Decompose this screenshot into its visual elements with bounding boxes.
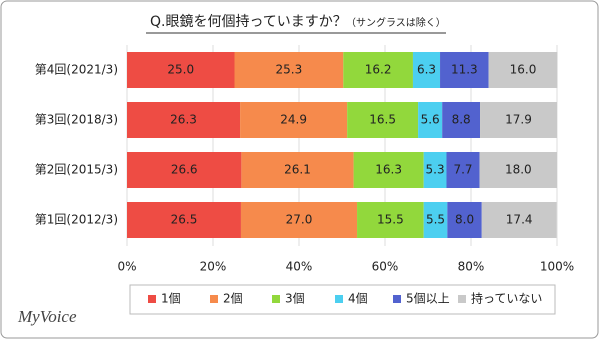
legend-swatch: [335, 295, 343, 303]
bar-segment: [234, 52, 344, 88]
x-tick-label: 60%: [372, 260, 399, 274]
value-label: 27.0: [286, 213, 313, 227]
chart-subtitle: （サングラスは除く）: [346, 16, 446, 29]
bar-segment: [127, 152, 242, 188]
bar-segment: [343, 52, 413, 88]
bar-segment: [241, 152, 354, 188]
bar-segment: [240, 202, 358, 238]
x-tick-label: 100%: [540, 260, 574, 274]
bar-segment: [357, 202, 424, 238]
bar-segment: [347, 102, 419, 138]
bar-segment: [240, 102, 348, 138]
legend-swatch: [393, 295, 401, 303]
value-label: 15.5: [377, 213, 404, 227]
value-label: 11.3: [451, 63, 478, 77]
value-label: 8.0: [455, 213, 474, 227]
bar-segment: [423, 202, 448, 238]
value-label: 24.9: [280, 113, 307, 127]
value-label: 26.1: [284, 163, 311, 177]
value-label: 5.3: [426, 163, 445, 177]
value-label: 7.7: [453, 163, 472, 177]
bar-segment: [412, 52, 441, 88]
bar-segment: [127, 102, 241, 138]
legend-box: [129, 284, 556, 315]
bar-segment: [481, 202, 557, 238]
bar-segment: [488, 52, 558, 88]
y-tick-label: 第1回(2012/3): [35, 213, 118, 227]
bar-segment: [423, 152, 447, 188]
value-label: 17.9: [505, 113, 532, 127]
value-label: 6.3: [417, 63, 436, 77]
legend-swatch: [458, 295, 466, 303]
bar-segment: [440, 52, 489, 88]
value-label: 25.0: [167, 63, 194, 77]
value-label: 26.3: [170, 113, 197, 127]
legend-label: 持っていない: [471, 291, 542, 306]
legend-label: 3個: [285, 292, 305, 306]
value-label: 25.3: [276, 63, 303, 77]
x-tick-label: 80%: [458, 260, 485, 274]
bar-segment: [127, 202, 241, 238]
x-tick-label: 0%: [117, 260, 136, 274]
value-label: 17.4: [506, 213, 533, 227]
bar-segment: [127, 52, 235, 88]
value-label: 16.5: [369, 113, 396, 127]
value-label: 18.0: [505, 163, 532, 177]
legend-label: 1個: [161, 292, 181, 306]
legend-swatch: [210, 295, 218, 303]
legend-label: 5個以上: [406, 292, 450, 306]
y-tick-label: 第4回(2021/3): [35, 63, 118, 77]
bar-segment: [446, 152, 480, 188]
bar-segment: [480, 102, 557, 138]
bar-segment: [353, 152, 424, 188]
value-label: 5.5: [426, 213, 445, 227]
bar-segment: [418, 102, 443, 138]
chart-title: Q.眼鏡を何個持っていますか？: [150, 14, 347, 30]
legend-swatch: [272, 295, 280, 303]
x-tick-label: 40%: [286, 260, 313, 274]
value-label: 26.6: [171, 163, 198, 177]
value-label: 16.0: [510, 63, 537, 77]
logo: MyVoice: [17, 307, 77, 326]
value-label: 16.3: [375, 163, 402, 177]
x-tick-label: 20%: [200, 260, 227, 274]
value-label: 5.6: [421, 113, 440, 127]
bar-segment: [447, 202, 482, 238]
value-label: 26.5: [171, 213, 198, 227]
value-label: 16.2: [365, 63, 392, 77]
legend-label: 4個: [348, 292, 368, 306]
bar-segment: [479, 152, 557, 188]
legend-swatch: [148, 295, 156, 303]
y-tick-label: 第3回(2018/3): [35, 113, 118, 127]
value-label: 8.8: [452, 113, 471, 127]
legend-label: 2個: [223, 292, 243, 306]
bar-segment: [442, 102, 481, 138]
y-tick-label: 第2回(2015/3): [35, 163, 118, 177]
